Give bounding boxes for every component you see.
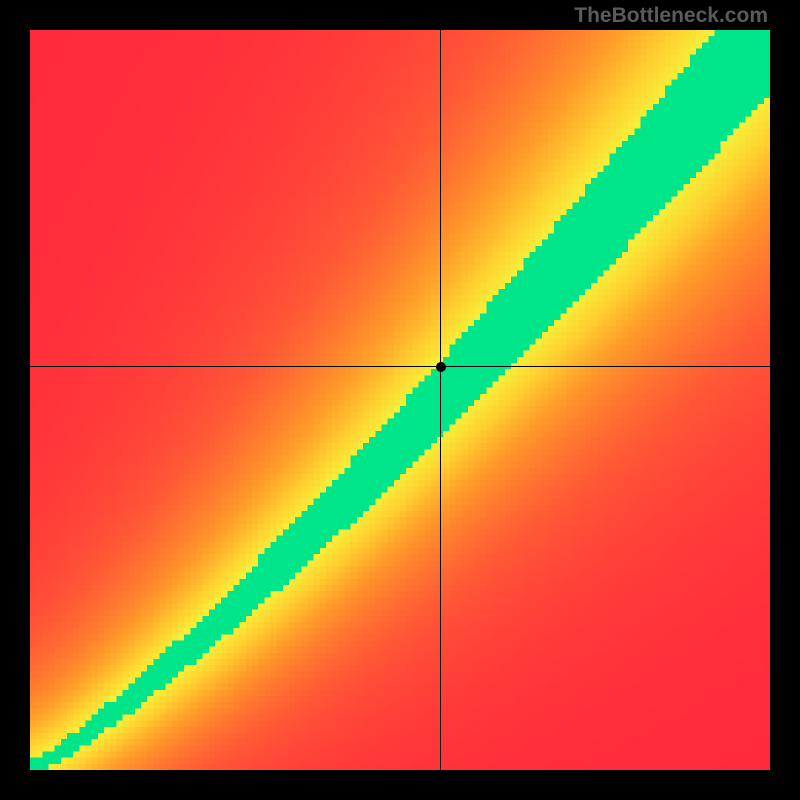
watermark-text: TheBottleneck.com <box>574 4 768 28</box>
crosshair-vertical <box>440 30 441 770</box>
chart-container: TheBottleneck.com <box>0 0 800 800</box>
marker-dot <box>436 362 446 372</box>
crosshair-horizontal <box>30 366 770 367</box>
bottleneck-heatmap <box>30 30 770 770</box>
